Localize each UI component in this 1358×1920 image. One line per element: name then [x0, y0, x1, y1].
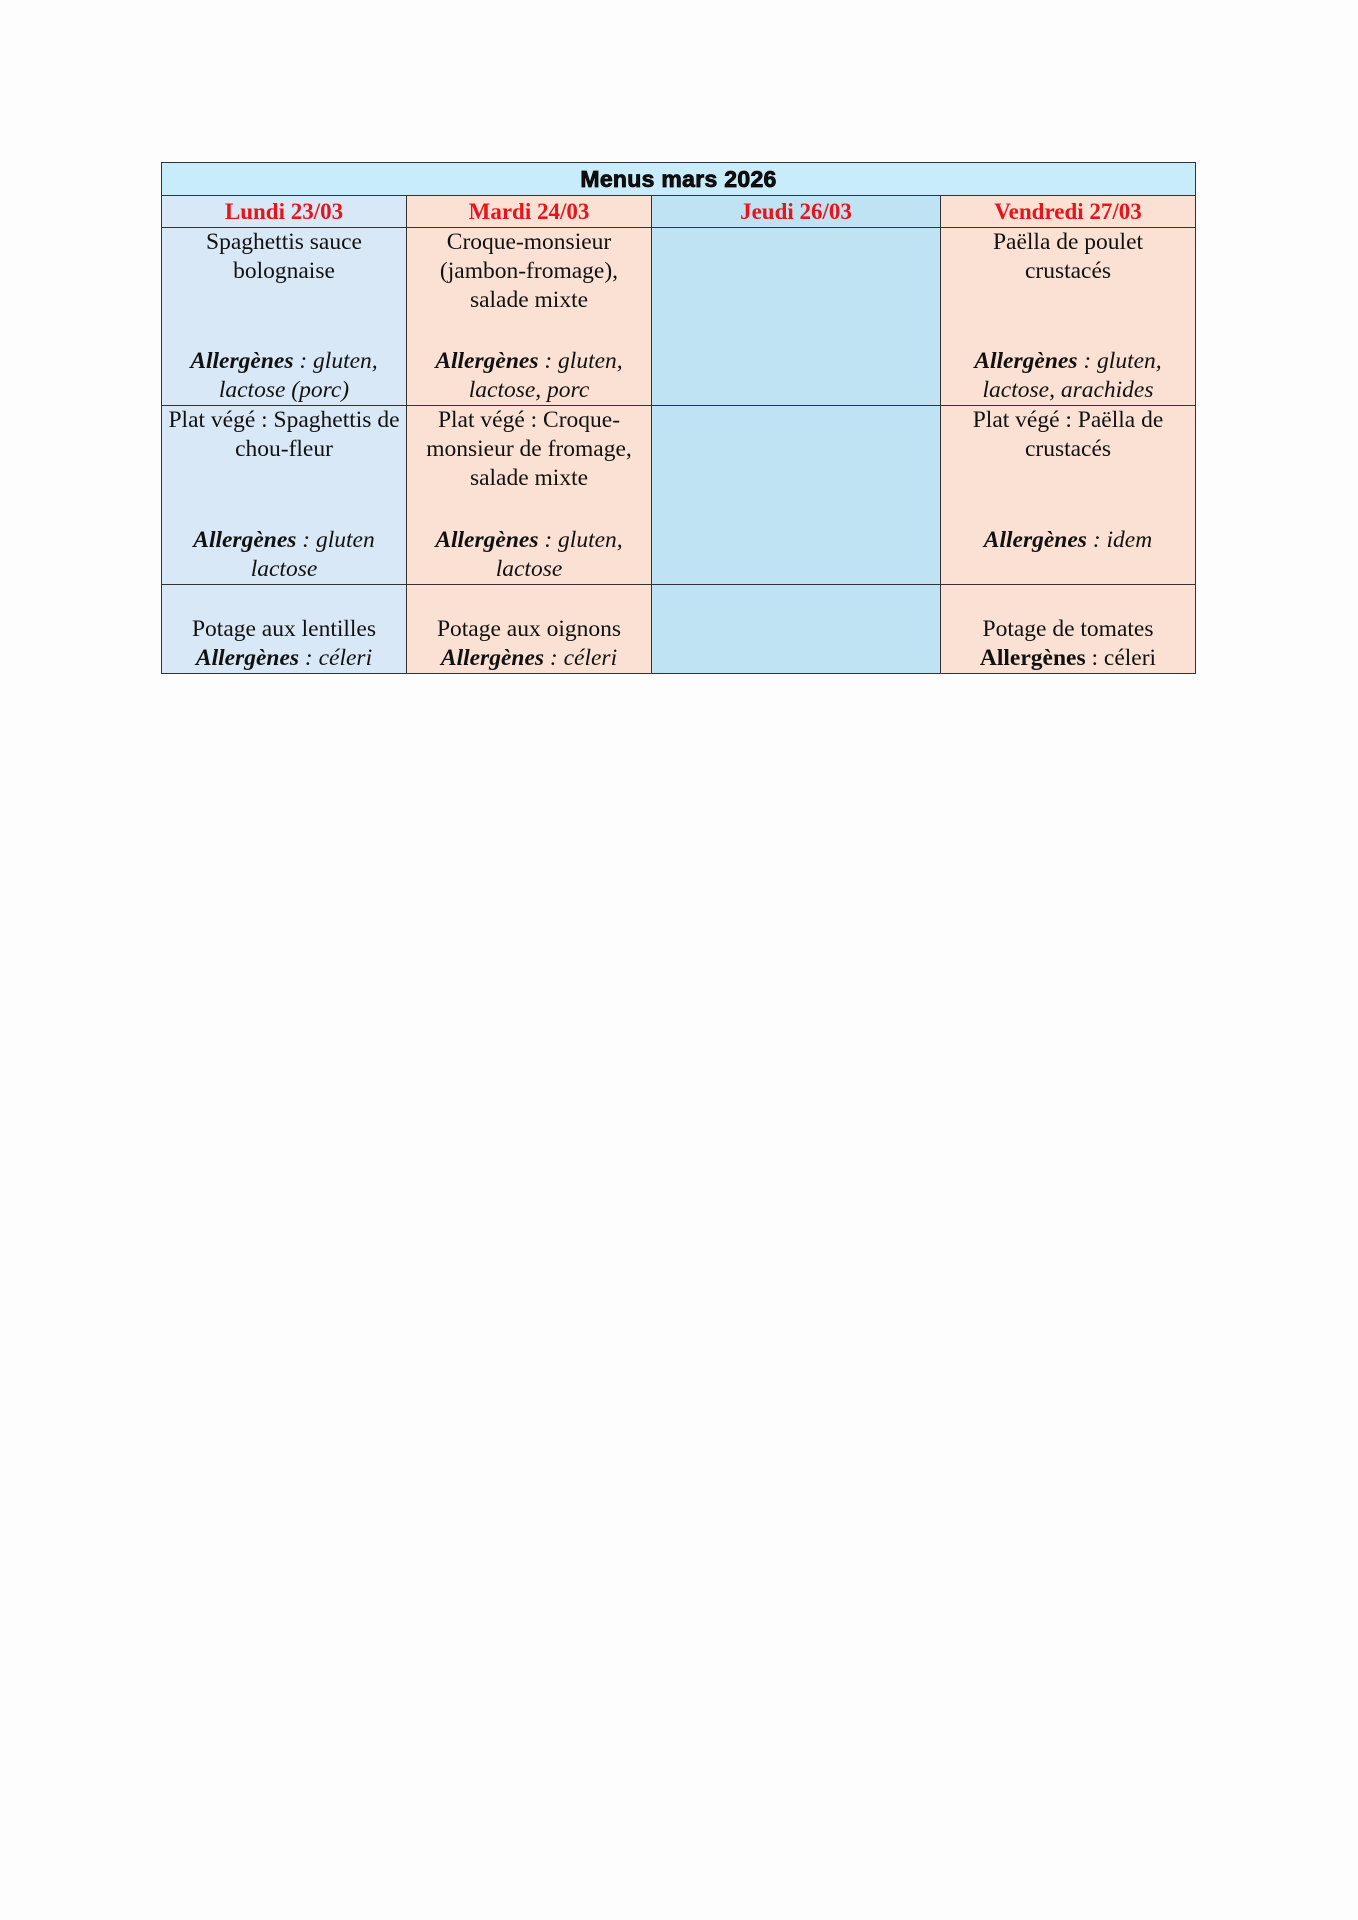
header-row: Lundi 23/03 Mardi 24/03 Jeudi 26/03 Vend… — [162, 196, 1195, 228]
dish-name: Paëlla de poulet crustacés — [992, 229, 1144, 284]
cell-jeudi-plat — [652, 228, 941, 405]
soup-row: Potage aux lentilles Allergènes : céleri… — [162, 585, 1195, 673]
dish-name: Potage aux lentilles — [191, 616, 377, 642]
cell-vendredi-plat: Paëlla de poulet crustacés Allergènes : … — [941, 228, 1195, 405]
allergens: Allergènes : gluten, lactose, arachides — [974, 348, 1162, 403]
allergens: Allergènes : gluten, lactose (porc) — [190, 348, 378, 403]
cell-mardi-vege: Plat végé : Croque-monsieur de fromage, … — [407, 406, 652, 584]
cell-lundi-potage: Potage aux lentilles Allergènes : céleri — [162, 585, 407, 673]
allergens: Allergènes : gluten, lactose, porc — [435, 348, 623, 403]
cell-lundi-plat: Spaghettis sauce bolognaise Allergènes :… — [162, 228, 407, 405]
vege-dish-row: Plat végé : Spaghettis de chou-fleur All… — [162, 406, 1195, 585]
cell-mardi-plat: Croque-monsieur (jambon-fromage), salade… — [407, 228, 652, 405]
cell-lundi-vege: Plat végé : Spaghettis de chou-fleur All… — [162, 406, 407, 584]
day-header-jeudi: Jeudi 26/03 — [652, 196, 941, 227]
dish-name: Plat végé : Paëlla de crustacés — [972, 407, 1164, 462]
dish-name: Spaghettis sauce bolognaise — [206, 229, 362, 284]
dish-name: Potage de tomates — [982, 616, 1154, 642]
cell-jeudi-vege — [652, 406, 941, 584]
allergens: Allergènes : idem — [983, 527, 1153, 553]
allergens: Allergènes : gluten, lactose — [435, 527, 623, 582]
main-dish-row: Spaghettis sauce bolognaise Allergènes :… — [162, 228, 1195, 406]
dish-name: Croque-monsieur (jambon-fromage), salade… — [439, 229, 619, 313]
dish-name: Potage aux oignons — [436, 616, 622, 642]
cell-vendredi-potage: Potage de tomates Allergènes : céleri — [941, 585, 1195, 673]
cell-mardi-potage: Potage aux oignons Allergènes : céleri — [407, 585, 652, 673]
day-header-mardi: Mardi 24/03 — [407, 196, 652, 227]
dish-name: Plat végé : Croque-monsieur de fromage, … — [426, 407, 632, 491]
day-header-lundi: Lundi 23/03 — [162, 196, 407, 227]
table-title: Menus mars 2026 — [162, 163, 1195, 196]
allergens: Allergènes : gluten lactose — [193, 527, 375, 582]
dish-name: Plat végé : Spaghettis de chou-fleur — [168, 407, 400, 462]
menu-table: Menus mars 2026 Lundi 23/03 Mardi 24/03 … — [161, 162, 1196, 674]
allergens: Allergènes : céleri — [195, 645, 373, 671]
allergens: Allergènes : céleri — [440, 645, 618, 671]
day-header-vendredi: Vendredi 27/03 — [941, 196, 1195, 227]
cell-jeudi-potage — [652, 585, 941, 673]
allergens: Allergènes : céleri — [979, 645, 1157, 671]
cell-vendredi-vege: Plat végé : Paëlla de crustacés Allergèn… — [941, 406, 1195, 584]
